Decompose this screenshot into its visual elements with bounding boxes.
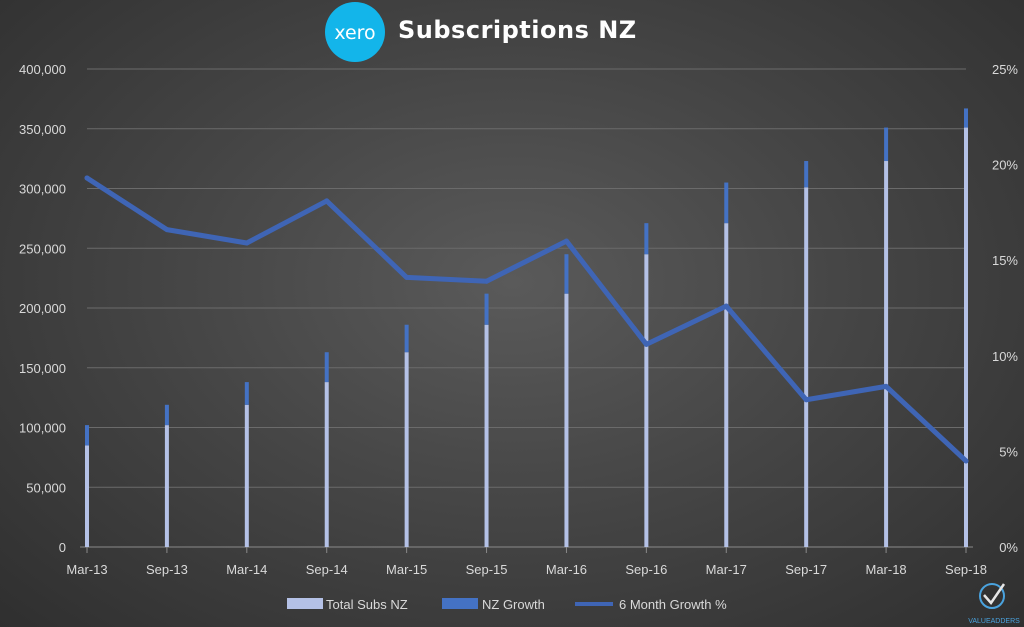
growth-point: [244, 240, 250, 246]
bar-nz-growth: [964, 108, 968, 128]
growth-point: [563, 238, 569, 244]
x-tick-label: Mar-18: [865, 562, 906, 577]
valueadders-check-mark: [983, 583, 1006, 606]
x-tick-label: Mar-16: [546, 562, 587, 577]
bar-nz-growth: [564, 254, 569, 294]
bar-total-subs: [964, 127, 968, 548]
chart-title: Subscriptions NZ: [398, 16, 637, 44]
bar-nz-growth: [85, 425, 89, 446]
xero-logo-text: xero: [334, 22, 375, 44]
x-tick-label: Sep-14: [306, 562, 348, 577]
y-left-tick-label: 150,000: [19, 361, 66, 376]
x-tick-label: Mar-15: [386, 562, 427, 577]
growth-point: [324, 198, 330, 204]
bar-total-subs: [564, 293, 569, 547]
legend: Total Subs NZ NZ Growth 6 Month Growth %: [287, 597, 727, 612]
legend-item-growth-pct: 6 Month Growth %: [575, 597, 727, 612]
xero-logo: [325, 2, 385, 62]
bar-total-subs: [244, 404, 249, 547]
growth-point: [883, 383, 889, 389]
bar-total-subs: [404, 352, 409, 547]
growth-point: [484, 278, 490, 284]
axis-ticks: 0 50,000 100,000 150,000 200,000 250,000 300,0…: [19, 62, 1018, 577]
bars: [85, 108, 968, 548]
bar-total-subs: [164, 425, 169, 547]
bar-nz-growth: [724, 182, 729, 224]
x-tick-label: Mar-14: [226, 562, 267, 577]
growth-point: [723, 303, 729, 309]
legend-swatch-nz-growth: [442, 598, 478, 609]
y-right-tick-label: 15%: [992, 253, 1018, 268]
x-tick-label: Sep-16: [625, 562, 667, 577]
bar-total-subs: [324, 382, 329, 547]
growth-point: [164, 227, 170, 233]
bar-total-subs: [884, 161, 889, 547]
growth-line-layer: [84, 175, 969, 464]
y-right-tick-label: 10%: [992, 349, 1018, 364]
bar-nz-growth: [244, 382, 249, 405]
growth-point: [963, 458, 969, 464]
x-tick-label: Mar-17: [706, 562, 747, 577]
y-left-tick-label: 300,000: [19, 182, 66, 197]
valueadders-text: VALUEADDERS: [968, 618, 1020, 625]
legend-item-total-subs: Total Subs NZ: [287, 597, 408, 612]
bar-nz-growth: [164, 404, 169, 426]
x-tick-label: Sep-18: [945, 562, 987, 577]
legend-label-growth-pct: 6 Month Growth %: [619, 597, 727, 612]
y-left-tick-label: 50,000: [26, 480, 66, 495]
bar-nz-growth: [804, 161, 809, 188]
y-right-tick-label: 5%: [999, 444, 1018, 459]
bar-nz-growth: [884, 127, 889, 162]
legend-swatch-total-subs: [287, 598, 323, 609]
bar-total-subs: [804, 187, 809, 547]
valueadders-logo-icon: [979, 583, 1005, 609]
growth-point: [803, 397, 809, 403]
y-right-tick-label: 0%: [999, 540, 1018, 555]
bar-total-subs: [484, 324, 489, 547]
y-left-tick-label: 400,000: [19, 62, 66, 77]
x-tick-label: Mar-13: [66, 562, 107, 577]
valueadders-watermark: VALUEADDERS: [968, 583, 1020, 625]
x-tick-label: Sep-15: [466, 562, 508, 577]
y-right-tick-label: 20%: [992, 158, 1018, 173]
x-tick-label: Sep-13: [146, 562, 188, 577]
bar-nz-growth: [484, 293, 489, 325]
bar-total-subs: [724, 223, 729, 547]
y-left-tick-label: 250,000: [19, 241, 66, 256]
y-left-tick-label: 0: [59, 540, 66, 555]
bar-total-subs: [85, 445, 89, 547]
chart-header: xero Subscriptions NZ: [325, 2, 637, 62]
x-tick-label: Sep-17: [785, 562, 827, 577]
y-right-tick-label: 25%: [992, 62, 1018, 77]
y-left-tick-label: 200,000: [19, 301, 66, 316]
gridlines: [80, 68, 973, 553]
bar-nz-growth: [404, 324, 409, 353]
growth-point: [643, 341, 649, 347]
legend-item-nz-growth: NZ Growth: [442, 597, 545, 612]
y-left-tick-label: 100,000: [19, 421, 66, 436]
growth-line: [84, 175, 969, 464]
growth-point: [404, 274, 410, 280]
legend-label-total-subs: Total Subs NZ: [326, 597, 408, 612]
legend-label-nz-growth: NZ Growth: [482, 597, 545, 612]
bar-nz-growth: [324, 352, 329, 383]
bar-total-subs: [644, 254, 649, 547]
growth-point: [84, 175, 90, 181]
y-left-tick-label: 350,000: [19, 122, 66, 137]
bar-nz-growth: [644, 223, 649, 255]
